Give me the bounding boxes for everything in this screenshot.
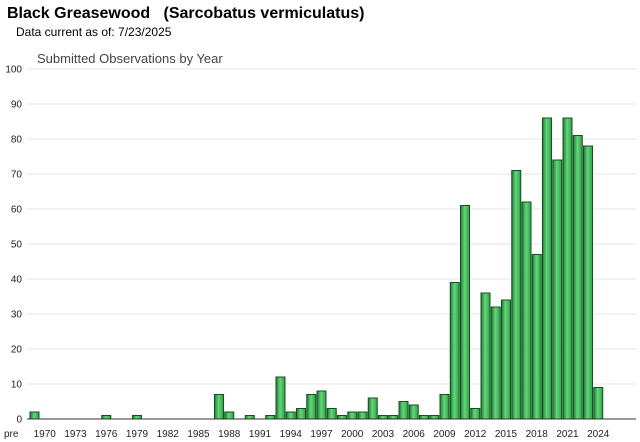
x-tick-label: 2000 [341,429,364,440]
data-current-label: Data current as of: 7/23/2025 [16,25,172,39]
y-tick-label: 60 [11,205,23,216]
bar-1990[interactable] [244,415,255,420]
bar-2019[interactable] [542,117,552,420]
y-tick-label: 90 [11,100,23,111]
x-tick-label: 1973 [64,429,87,440]
x-tick-label: 2021 [556,429,579,440]
bar-2022[interactable] [572,135,583,420]
bar-2020[interactable] [552,159,563,420]
y-tick-label: 10 [11,380,23,391]
x-tick-label: 2003 [372,429,395,440]
y-tick-label: 0 [16,415,22,426]
y-tick-label: 80 [11,135,23,146]
x-tick-label: 1991 [249,429,272,440]
bar-1997[interactable] [316,390,327,420]
bar-2002[interactable] [367,397,378,420]
bar-1987[interactable] [214,394,224,420]
bar-2012[interactable] [470,408,481,420]
y-tick-label: 30 [11,310,23,321]
bar-2000[interactable] [347,411,358,420]
bar-2014[interactable] [490,306,501,420]
y-tick-label: 20 [11,345,23,356]
bar-2008[interactable] [429,415,440,420]
x-tick-label: 1997 [310,429,333,440]
bar-2001[interactable] [357,411,368,420]
x-tick-label: 2015 [495,429,518,440]
bar-1996[interactable] [306,394,317,420]
x-tick-label: 2024 [587,429,610,440]
bar-2016[interactable] [511,170,522,420]
x-tick-label: 1976 [95,429,118,440]
bar-2017[interactable] [521,201,532,420]
y-tick-label: 100 [5,65,22,76]
x-tick-label: 1985 [187,429,210,440]
y-tick-label: 50 [11,240,23,251]
bar-1998[interactable] [326,408,337,420]
bar-1995[interactable] [296,408,306,420]
bar-1979[interactable] [132,415,142,420]
bar-2013[interactable] [480,292,491,420]
bar-2021[interactable] [562,117,573,420]
page-title: Black Greasewood (Sarcobatus vermiculatu… [7,5,365,22]
bar-2005[interactable] [398,401,409,420]
x-tick-label: 1979 [126,429,149,440]
bar-1988[interactable] [224,411,235,420]
bar-2018[interactable] [531,254,542,420]
x-tick-label: 2012 [464,429,487,440]
bar-2009[interactable] [439,394,450,420]
x-tick-label: 1970 [34,429,57,440]
x-tick-label: 2018 [526,429,549,440]
x-tick-label: pre [4,429,19,440]
y-tick-label: 70 [11,170,23,181]
y-tick-label: 40 [11,275,23,286]
x-tick-label: 1988 [218,429,241,440]
bar-2004[interactable] [388,415,399,420]
bar-1993[interactable] [275,376,286,420]
x-tick-label: 1994 [280,429,303,440]
bar-1976[interactable] [101,415,112,420]
bar-2010[interactable] [449,282,460,420]
bar-1994[interactable] [285,411,296,420]
x-tick-label: 1982 [157,429,180,440]
bar-2024[interactable] [593,387,604,420]
bar-2011[interactable] [460,205,470,420]
bar-2015[interactable] [501,299,511,420]
bar-1999[interactable] [337,415,347,420]
chart-title: Submitted Observations by Year [37,51,223,66]
bar-2006[interactable] [408,404,419,420]
bar-2007[interactable] [419,415,429,420]
bar-2023[interactable] [583,145,593,420]
bar-1992[interactable] [265,415,276,420]
bar-2003[interactable] [378,415,388,420]
x-tick-label: 2009 [433,429,456,440]
bar-pre[interactable] [29,411,40,420]
x-tick-label: 2006 [403,429,426,440]
